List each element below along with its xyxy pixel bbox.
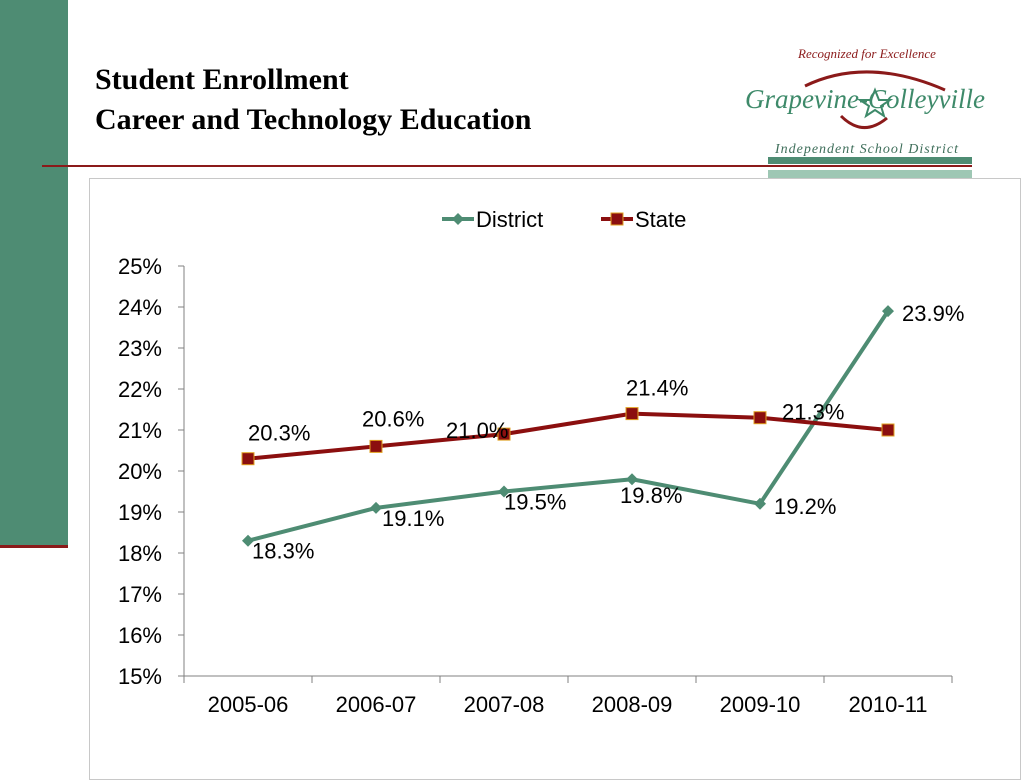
data-label: 20.6%: [362, 406, 424, 431]
logo-stripe-light: [768, 170, 972, 179]
data-point-square: [625, 407, 639, 421]
y-tick-label: 23%: [118, 336, 162, 361]
data-point-square: [497, 427, 511, 441]
logo-tagline: Recognized for Excellence: [797, 46, 936, 61]
data-point-diamond: [754, 497, 766, 510]
data-point-square: [241, 452, 255, 466]
data-point-square: [753, 411, 767, 425]
chart-frame: 15% 16% 17% 18% 19% 20% 21% 22% 23% 24% 25% 2005-06…: [89, 178, 1021, 780]
enrollment-line-chart: 15% 16% 17% 18% 19% 20% 21% 22% 23% 24% 25% 2005-06…: [118, 207, 964, 717]
legend-marker-square: [610, 212, 624, 226]
data-point-diamond: [370, 501, 382, 514]
x-tick-label: 2005-06: [208, 692, 289, 717]
y-tick-label: 24%: [118, 295, 162, 320]
series-line: [247, 309, 890, 543]
logo-arch: [804, 70, 946, 92]
data-label: 18.3%: [252, 539, 314, 564]
data-point-square: [881, 423, 895, 437]
x-tick-label: 2006-07: [336, 692, 417, 717]
y-tick-label: 19%: [118, 500, 162, 525]
data-point-diamond: [882, 305, 894, 318]
x-tick-label: 2008-09: [592, 692, 673, 717]
logo-subtitle: Independent School District: [774, 142, 959, 157]
y-tick-label: 18%: [118, 541, 162, 566]
series-state: 20.3% 20.6% 21.0% 21.4% 21.3%: [241, 376, 895, 466]
data-label: 19.1%: [382, 506, 444, 531]
data-label: 21.4%: [626, 376, 688, 401]
y-tick-label: 15%: [118, 664, 162, 689]
data-label: 21.3%: [782, 400, 844, 425]
y-tick-label: 25%: [118, 254, 162, 279]
series-district: 18.3% 19.1% 19.5% 19.8% 19.2% 23.9%: [242, 301, 964, 564]
data-label: 20.3%: [248, 421, 310, 446]
y-tick-label: 17%: [118, 582, 162, 607]
data-label: 21.0%: [446, 418, 508, 443]
x-tick-label: 2007-08: [464, 692, 545, 717]
data-label: 23.9%: [902, 301, 964, 326]
legend-label: District: [476, 207, 543, 232]
logo-swoosh: [839, 114, 888, 129]
data-point-square: [369, 439, 383, 453]
data-label: 19.5%: [504, 490, 566, 515]
series-line: [247, 411, 889, 461]
side-accent-bar: [0, 0, 68, 545]
legend-marker-diamond: [452, 213, 464, 225]
star-icon: [856, 87, 894, 119]
logo-stripe-dark: [768, 157, 972, 164]
data-label: 19.8%: [620, 483, 682, 508]
y-tick-label: 22%: [118, 377, 162, 402]
slide-title: Student Enrollment Career and Technology…: [95, 60, 531, 140]
data-point-diamond: [626, 473, 638, 486]
y-tick-label: 16%: [118, 623, 162, 648]
legend-label: State: [635, 207, 686, 232]
data-label: 19.2%: [774, 494, 836, 519]
x-tick-label: 2009-10: [720, 692, 801, 717]
slide-title-line1: Student Enrollment: [95, 63, 349, 96]
y-tick-label: 21%: [118, 418, 162, 443]
x-tick-label: 2010-11: [848, 692, 927, 717]
slide-title-line2: Career and Technology Education: [95, 103, 532, 136]
data-point-diamond: [242, 534, 254, 547]
side-accent-rule: [0, 545, 68, 548]
data-point-diamond: [498, 485, 510, 498]
district-logo: Recognized for Excellence Grapevine-Coll…: [745, 46, 985, 157]
y-tick-label: 20%: [118, 459, 162, 484]
title-divider: [42, 165, 972, 167]
chart-legend: District State: [442, 207, 686, 232]
